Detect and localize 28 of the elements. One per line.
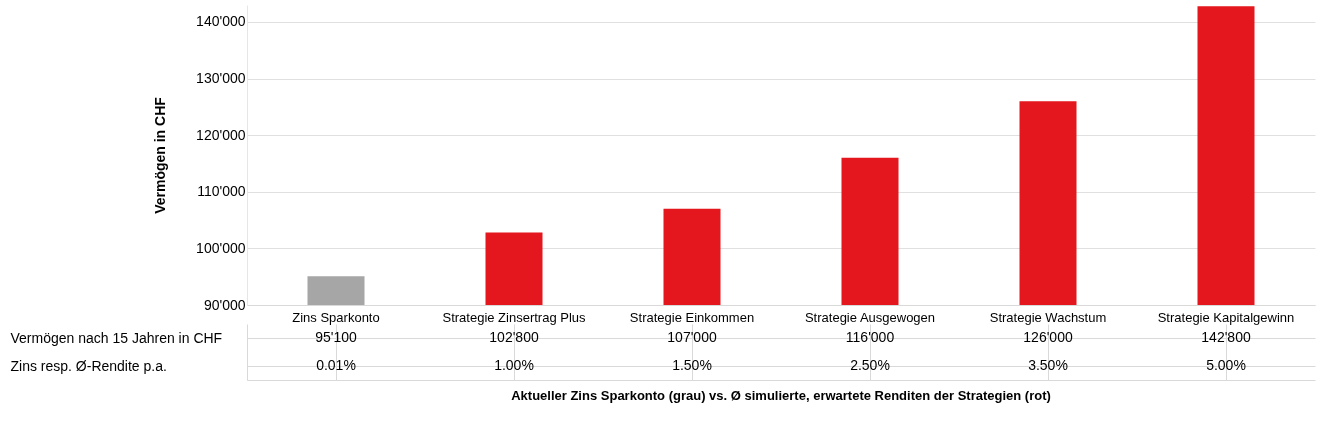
x-tick-label: Strategie Zinsertrag Plus [442,309,587,325]
data-label: 142'800 [1201,329,1251,345]
text: Zins resp. Ø-Rendite p.a. [10,357,167,374]
y-tick-label: 100'000 [196,239,246,256]
y-tick-label: 90'000 [203,296,246,313]
x-tick-label: Strategie Kapitalgewinn [1157,309,1295,325]
data-label: 95'100 [315,329,358,345]
x-tick-label: Strategie Wachstum [989,309,1107,325]
x-tick-label: Zins Sparkonto [292,309,380,325]
annotation: 0.01% [316,357,356,373]
y-tick-label: 140'000 [196,13,246,30]
annotation: 1.00% [494,357,534,373]
annotation: 3.50% [1028,357,1068,373]
annotation: 1.50% [672,357,712,373]
y-tick-label: 110'000 [197,183,246,200]
y-axis-title: Vermögen in CHF [151,96,168,214]
x-tick-label: Strategie Ausgewogen [804,309,936,325]
y-tick-label: 130'000 [196,70,246,87]
y-tick-label: 120'000 [196,126,246,143]
text: Aktueller Zins Sparkonto (grau) vs. Ø simulierte, erwartete Renditen der Strategien (rot) [511,388,1051,403]
text: Vermögen nach 15 Jahren in CHF [10,329,223,346]
data-label: 116'000 [845,329,895,345]
annotation: 5.00% [1206,357,1246,373]
data-label: 107'000 [667,329,717,345]
data-label: 102'800 [489,329,539,345]
annotation: 2.50% [850,357,890,373]
data-label: 126'000 [1023,329,1073,345]
x-tick-label: Strategie Einkommen [629,309,755,325]
